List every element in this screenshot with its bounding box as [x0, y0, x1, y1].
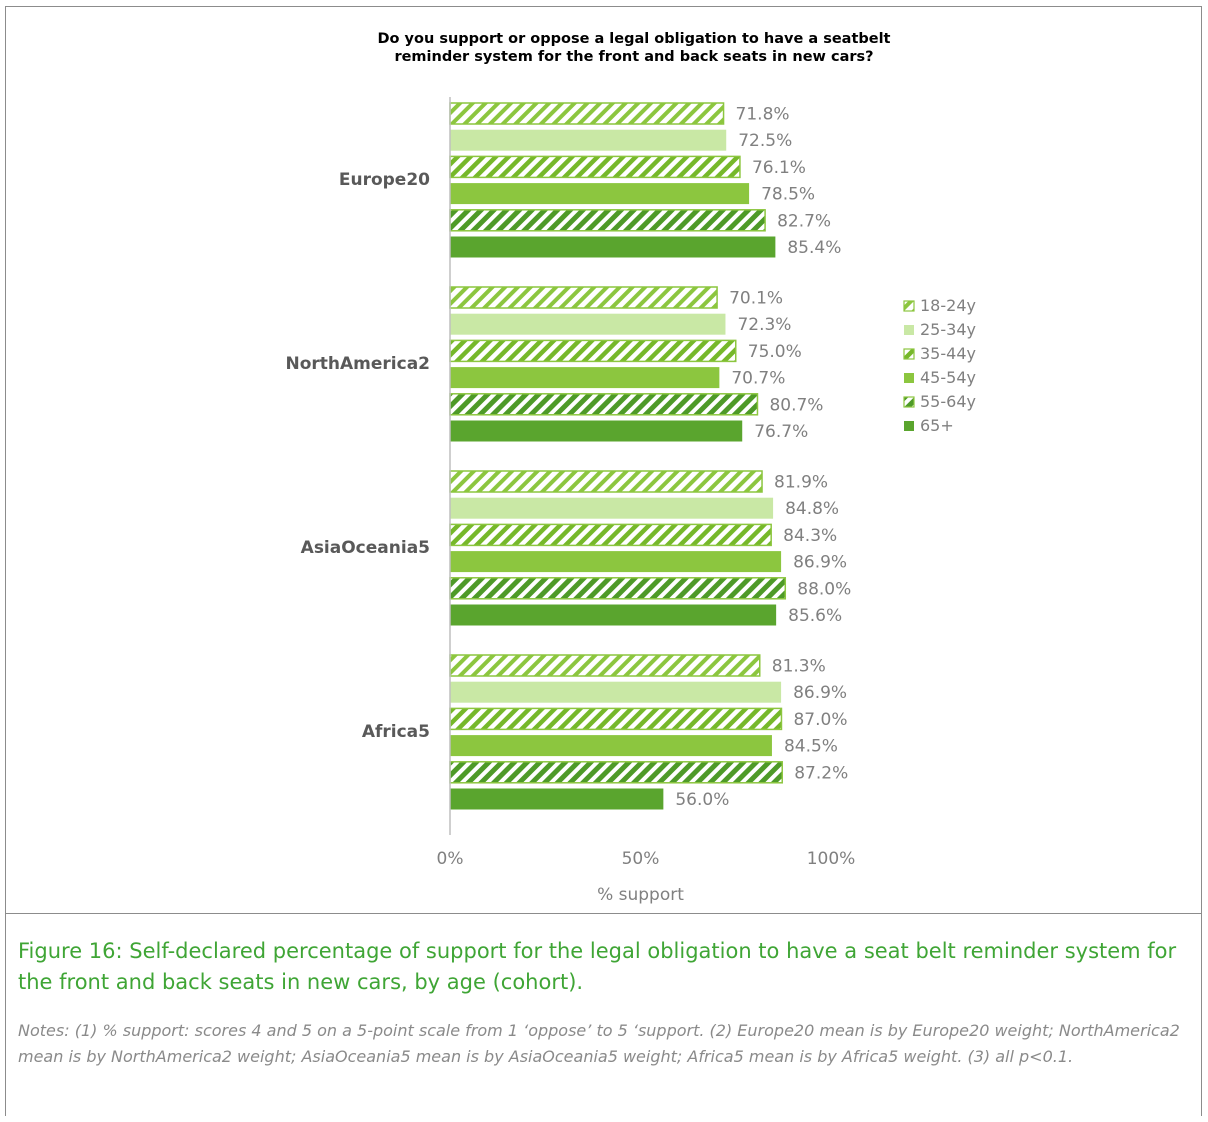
- data-label-Europe20-55-64y: 82.7%: [777, 211, 831, 231]
- data-labels-group: 71.8% 72.5% 76.1% 78.5% 82.7% 85.4% 70.1% 72.3%…: [675, 105, 851, 811]
- bar-NorthAmerica2-35-44y: [449, 339, 737, 363]
- chart-title-line-1: Do you support or oppose a legal obligat…: [377, 31, 890, 47]
- bar-AsiaOceania5-65+: [450, 604, 777, 626]
- bars-group: [449, 102, 787, 810]
- legend-swatch-35-44y: [903, 348, 915, 360]
- data-label-NorthAmerica2-55-64y: 80.7%: [769, 395, 823, 415]
- chart-title-line-2: reminder system for the front and back s…: [394, 49, 873, 65]
- data-label-AsiaOceania5-35-44y: 84.3%: [783, 526, 837, 546]
- bar-NorthAmerica2-25-34y: [450, 313, 726, 335]
- data-label-AsiaOceania5-18-24y: 81.9%: [774, 473, 828, 493]
- data-label-NorthAmerica2-18-24y: 70.1%: [729, 289, 783, 309]
- category-label-AsiaOceania5: AsiaOceania5: [301, 538, 430, 558]
- legend-label-25-34y: 25-34y: [920, 320, 976, 339]
- figure-caption: Figure 16: Self-declared percentage of s…: [18, 939, 1177, 994]
- bar-Africa5-18-24y: [449, 654, 761, 677]
- data-label-AsiaOceania5-65+: 85.6%: [788, 606, 842, 626]
- legend-swatch-55-64y: [903, 396, 915, 408]
- data-label-AsiaOceania5-55-64y: 88.0%: [797, 579, 851, 599]
- bar-AsiaOceania5-35-44y: [449, 523, 772, 547]
- x-tick-label-100: 100%: [807, 849, 856, 869]
- legend-label-35-44y: 35-44y: [920, 344, 976, 363]
- bar-NorthAmerica2-65+: [450, 420, 743, 442]
- data-label-Africa5-45-54y: 84.5%: [784, 737, 838, 757]
- data-label-Africa5-65+: 56.0%: [675, 790, 729, 810]
- legend-swatch-45-54y: [904, 373, 914, 383]
- bar-Africa5-45-54y: [450, 735, 772, 757]
- x-tick-label-50: 50%: [622, 849, 660, 869]
- bar-Europe20-35-44y: [449, 155, 741, 179]
- bar-NorthAmerica2-45-54y: [450, 367, 720, 389]
- bar-Africa5-25-34y: [450, 681, 782, 703]
- data-label-Africa5-25-34y: 86.9%: [793, 683, 847, 703]
- data-label-Africa5-35-44y: 87.0%: [793, 710, 847, 730]
- chart-title: Do you support or oppose a legal obligat…: [377, 31, 890, 65]
- category-label-Europe20: Europe20: [339, 170, 430, 190]
- legend-swatch-65+: [904, 421, 914, 431]
- data-label-Europe20-45-54y: 78.5%: [761, 185, 815, 205]
- data-label-Europe20-35-44y: 76.1%: [752, 158, 806, 178]
- legend-label-45-54y: 45-54y: [920, 368, 976, 387]
- legend-label-55-64y: 55-64y: [920, 392, 976, 411]
- data-label-Europe20-18-24y: 71.8%: [736, 105, 790, 125]
- chart-box: Do you support or oppose a legal obligat…: [5, 6, 1202, 914]
- bar-Europe20-25-34y: [450, 129, 727, 151]
- data-label-NorthAmerica2-65+: 76.7%: [754, 422, 808, 442]
- data-label-Africa5-18-24y: 81.3%: [772, 657, 826, 677]
- bar-Africa5-35-44y: [449, 707, 783, 731]
- bar-AsiaOceania5-25-34y: [450, 497, 774, 519]
- chart-svg: Do you support or oppose a legal obligat…: [285, 31, 976, 905]
- data-label-Africa5-55-64y: 87.2%: [794, 763, 848, 783]
- bar-Europe20-18-24y: [449, 102, 725, 125]
- data-label-AsiaOceania5-25-34y: 84.8%: [785, 499, 839, 519]
- data-label-NorthAmerica2-45-54y: 70.7%: [731, 369, 785, 389]
- category-label-Africa5: Africa5: [362, 722, 430, 742]
- x-axis-label: % support: [597, 885, 684, 905]
- category-label-NorthAmerica2: NorthAmerica2: [285, 354, 430, 374]
- bar-NorthAmerica2-18-24y: [449, 286, 718, 309]
- legend-swatch-18-24y: [903, 300, 915, 312]
- bar-Europe20-65+: [450, 236, 776, 258]
- bar-AsiaOceania5-18-24y: [449, 470, 763, 493]
- legend-label-18-24y: 18-24y: [920, 296, 976, 315]
- bar-NorthAmerica2-55-64y: [449, 393, 759, 416]
- data-label-AsiaOceania5-45-54y: 86.9%: [793, 553, 847, 573]
- data-label-Europe20-65+: 85.4%: [787, 238, 841, 258]
- x-axis: 0% 50% 100% % support: [437, 97, 856, 905]
- bar-Europe20-55-64y: [449, 209, 766, 232]
- data-label-Europe20-25-34y: 72.5%: [738, 131, 792, 151]
- figure-notes: Notes: (1) % support: scores 4 and 5 on …: [18, 1021, 1180, 1066]
- data-label-NorthAmerica2-25-34y: 72.3%: [737, 315, 791, 335]
- bar-Europe20-45-54y: [450, 183, 750, 205]
- bar-AsiaOceania5-55-64y: [449, 577, 787, 600]
- bar-Africa5-55-64y: [449, 761, 783, 784]
- legend: 18-24y 25-34y 35-44y 45-54y 55-64y 65+: [903, 296, 976, 435]
- bar-AsiaOceania5-45-54y: [450, 551, 782, 573]
- legend-label-65+: 65+: [920, 416, 954, 435]
- data-label-NorthAmerica2-35-44y: 75.0%: [748, 342, 802, 362]
- category-labels-group: Europe20 NorthAmerica2 AsiaOceania5 Africa5: [285, 170, 430, 742]
- x-tick-label-0: 0%: [437, 849, 464, 869]
- bar-Africa5-65+: [450, 788, 664, 810]
- legend-swatch-25-34y: [904, 325, 914, 335]
